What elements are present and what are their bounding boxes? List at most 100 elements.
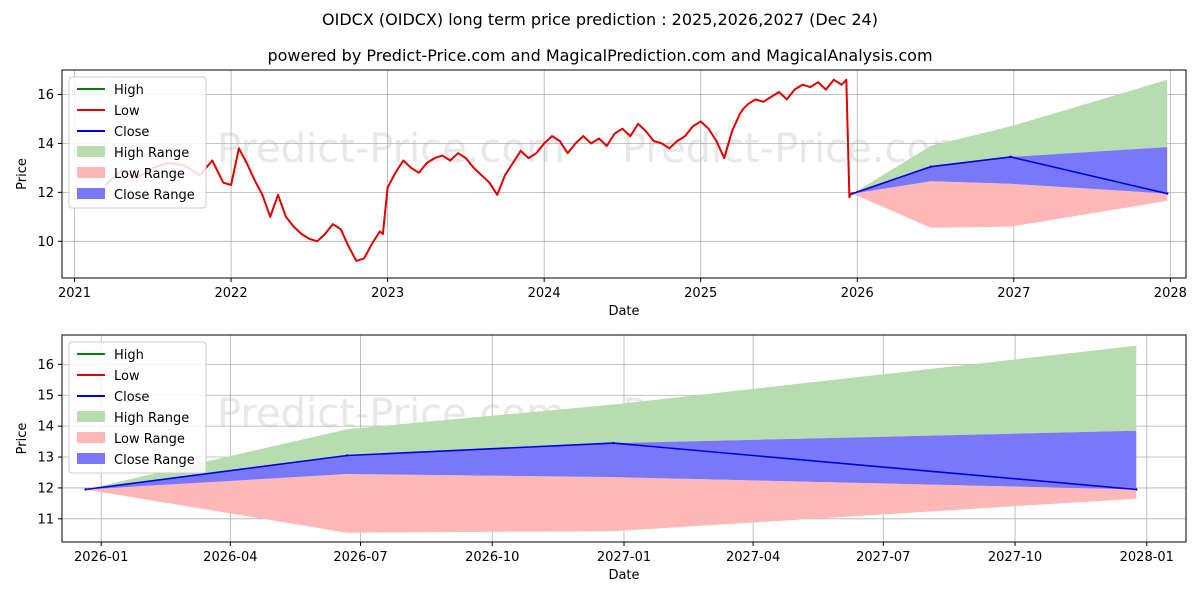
x-tick-label: 2027 — [997, 286, 1030, 301]
history-point — [770, 96, 773, 98]
history-point — [738, 113, 741, 115]
history-point — [742, 108, 744, 111]
history-point — [410, 166, 412, 169]
history-point — [527, 157, 530, 159]
chart-subtitle: powered by Predict-Price.com and Magical… — [267, 46, 933, 65]
x-tick-label: 2027-10 — [988, 550, 1042, 565]
history-point — [558, 140, 561, 142]
legend: High Low Close High Range Low Range Close Ran… — [68, 341, 207, 474]
y-tick-label: 12 — [37, 186, 54, 201]
history-point — [245, 162, 248, 164]
plot-frame — [61, 69, 1187, 279]
history-point — [566, 152, 569, 155]
close-forecast-point — [1135, 488, 1138, 491]
history-point — [840, 83, 843, 86]
history-point — [464, 157, 467, 159]
close-range-band — [852, 147, 1168, 194]
history-point — [237, 147, 240, 150]
history-point — [331, 223, 334, 226]
legend-label-close-range: Close Range — [114, 188, 195, 203]
history-point — [386, 186, 389, 189]
history-point — [292, 225, 295, 228]
history-point — [691, 125, 694, 128]
close-forecast-point — [1009, 155, 1012, 159]
history-point — [355, 259, 358, 262]
close-forecast-line — [85, 442, 1137, 491]
history-point — [433, 157, 436, 159]
chart-title: OIDCX (OIDCX) long term price prediction… — [322, 10, 878, 29]
history-point — [269, 215, 272, 218]
history-point — [582, 135, 585, 137]
history-point — [457, 152, 459, 155]
x-tick-label: 2026-10 — [465, 550, 519, 565]
legend-label-high-range: High Range — [114, 411, 189, 426]
history-point — [574, 142, 577, 145]
history-point — [629, 135, 632, 137]
history-point — [418, 171, 420, 174]
history-point — [551, 135, 553, 137]
history-point — [676, 140, 679, 142]
history-point — [605, 144, 608, 147]
history-point — [363, 257, 366, 260]
y-axis-label: Price — [15, 423, 30, 455]
watermark-text: Predict-Price.com — [217, 542, 565, 588]
history-point — [253, 179, 256, 182]
history-point — [277, 193, 279, 196]
history-point — [817, 81, 820, 84]
high-range-band — [85, 345, 1137, 490]
x-tick-label: 2028 — [1154, 286, 1187, 301]
legend-label-high: High — [114, 348, 144, 363]
history-point — [731, 130, 733, 133]
history-point — [715, 140, 718, 142]
watermark-text: Predict-Price.com — [217, 126, 565, 172]
history-point — [598, 137, 600, 140]
history-point — [793, 88, 796, 91]
legend-label-high-range: High Range — [114, 146, 189, 161]
legend-label-close: Close — [114, 390, 149, 405]
history-point — [707, 127, 710, 130]
x-tick-label: 2026-01 — [74, 550, 128, 565]
history-point — [746, 103, 749, 106]
x-tick-label: 2022 — [215, 286, 248, 301]
history-point — [402, 159, 405, 162]
x-tick-label: 2026-04 — [203, 550, 257, 565]
legend: High Low Close High Range Low Range Close Ran… — [68, 76, 207, 209]
legend-label-low: Low — [114, 369, 140, 384]
history-point — [324, 233, 326, 235]
history-point — [230, 184, 232, 186]
history-point — [211, 159, 214, 162]
y-tick-label: 12 — [37, 481, 54, 496]
legend-label-low-range: Low Range — [114, 432, 185, 447]
legend-label-close-range: Close Range — [114, 453, 195, 468]
history-point — [472, 166, 475, 169]
history-point — [848, 196, 851, 199]
history-point — [590, 142, 593, 145]
history-point — [519, 149, 522, 152]
watermark-text: Predict-Price.com — [622, 542, 970, 588]
history-point — [222, 181, 225, 184]
x-axis-label: Date — [608, 304, 639, 319]
x-tick-label: 2026-07 — [333, 550, 387, 565]
legend-label-low-range: Low Range — [114, 167, 185, 182]
y-tick-label: 14 — [37, 137, 54, 152]
x-tick-label: 2024 — [528, 286, 561, 301]
history-point — [394, 171, 397, 174]
history-point — [382, 233, 384, 235]
close-forecast-point — [929, 165, 933, 168]
legend-swatch-high-range — [77, 411, 105, 422]
y-axis-label: Price — [15, 158, 30, 190]
low-range-band — [85, 474, 1137, 533]
x-tick-label: 2027-07 — [856, 550, 910, 565]
history-point — [754, 98, 757, 101]
history-point — [480, 174, 483, 177]
history-point — [809, 86, 812, 89]
history-point — [371, 242, 373, 245]
y-tick-label: 15 — [37, 389, 54, 404]
history-point — [261, 193, 264, 196]
x-axis-label: Date — [608, 568, 639, 583]
history-point — [762, 100, 765, 103]
close-forecast-point — [851, 192, 854, 195]
history-point — [316, 240, 319, 243]
